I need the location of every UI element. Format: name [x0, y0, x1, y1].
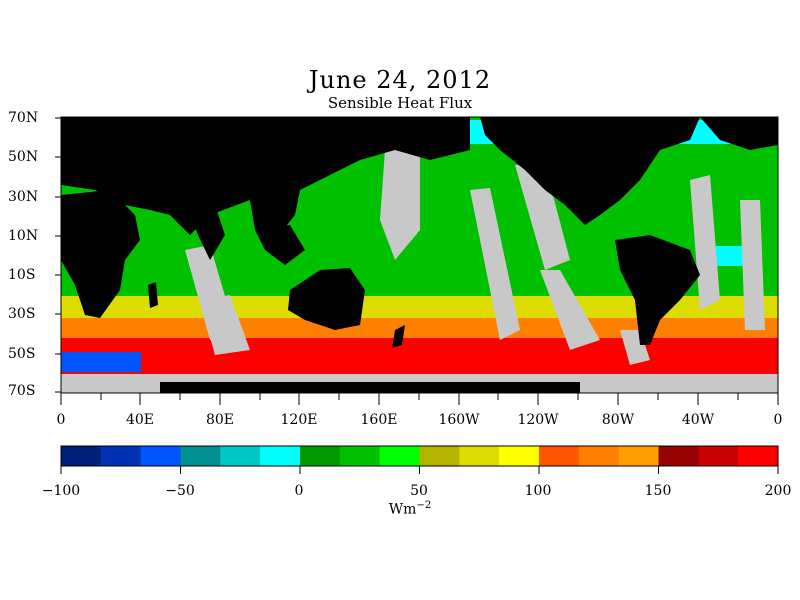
colorbar-swatch — [618, 446, 659, 466]
colorbar-label-150: 150 — [644, 483, 672, 499]
colorbar-swatch — [379, 446, 420, 466]
lat-label-70n: 70N — [8, 110, 39, 126]
lon-ticks — [60, 393, 779, 405]
colorbar-label-0: 0 — [294, 483, 304, 499]
colorbar-label-minus50: −50 — [165, 483, 195, 499]
lat-label-70s: 70S — [8, 383, 36, 399]
lon-label-80w: 80W — [601, 412, 635, 428]
southern-cold-band — [61, 352, 141, 372]
lon-label-120w: 120W — [517, 412, 559, 428]
colorbar-label-50: 50 — [410, 483, 428, 499]
lon-label-40w: 40W — [681, 412, 715, 428]
europe-land — [700, 117, 778, 150]
colorbar-label-200: 200 — [764, 483, 792, 499]
lon-label-0-east: 0 — [773, 412, 783, 428]
lat-ticks — [55, 117, 61, 393]
southern-warm-band — [61, 318, 778, 338]
madagascar-land — [148, 282, 158, 308]
map-title: June 24, 2012 — [308, 66, 492, 94]
eurasia-land — [61, 117, 470, 240]
lat-label-10n: 10N — [8, 228, 39, 244]
colorbar-swatch — [140, 446, 181, 466]
lon-label-120e: 120E — [280, 412, 318, 428]
units-exponent: −2 — [416, 500, 432, 511]
colorbar-swatch — [499, 446, 540, 466]
colorbar-swatch — [698, 446, 739, 466]
colorbar-swatch — [419, 446, 460, 466]
lat-label-30n: 30N — [8, 189, 39, 205]
africa-land — [61, 190, 140, 318]
australia-land — [288, 268, 365, 330]
lat-label-50s: 50S — [8, 346, 36, 362]
colorbar-swatch — [539, 446, 580, 466]
india-land — [185, 200, 225, 260]
lon-label-0: 0 — [56, 412, 66, 428]
southeast-asia-land — [255, 225, 305, 265]
colorbar-swatch — [260, 446, 301, 466]
south-america-land — [615, 235, 700, 345]
subtropical-yellow-band — [61, 296, 778, 318]
colorbar-swatch — [180, 446, 221, 466]
colorbar-swatch — [339, 446, 381, 466]
colorbar-swatch — [459, 446, 500, 466]
colorbar-swatch — [578, 446, 620, 466]
lon-label-80e: 80E — [205, 412, 235, 428]
antarctica-land — [160, 382, 580, 393]
lat-label-30s: 30S — [8, 306, 36, 322]
lon-label-160e: 160E — [360, 412, 398, 428]
map-panel — [60, 116, 779, 394]
colorbar-swatch — [220, 446, 261, 466]
land-masses — [61, 117, 778, 348]
colorbar-swatch — [738, 446, 779, 466]
lon-label-40e: 40E — [125, 412, 155, 428]
colorbar-label-minus100: −100 — [41, 483, 81, 499]
colorbar — [60, 445, 779, 474]
colorbar-label-100: 100 — [524, 483, 552, 499]
units-base: Wm — [388, 501, 417, 518]
new-zealand-land — [392, 325, 405, 348]
lat-label-10s: 10S — [8, 267, 36, 283]
missing-swaths — [185, 148, 765, 365]
greenland-land — [600, 117, 660, 145]
lon-label-160w: 160W — [438, 412, 480, 428]
colorbar-swatch — [658, 446, 699, 466]
map-subtitle: Sensible Heat Flux — [327, 94, 473, 112]
southern-hot-band — [61, 338, 778, 378]
colorbar-swatch — [300, 446, 341, 466]
north-america-land — [480, 117, 700, 225]
colorbar-units: Wm−2 — [380, 500, 440, 518]
colorbar-swatch — [61, 446, 102, 466]
colorbar-swatch — [100, 446, 142, 466]
lat-label-50n: 50N — [8, 149, 39, 165]
